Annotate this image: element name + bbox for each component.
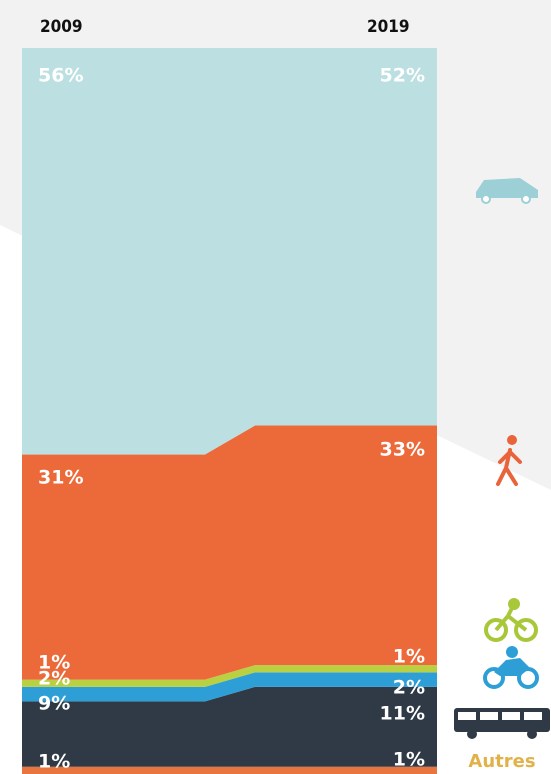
area-segment <box>22 48 205 455</box>
car-icon <box>476 178 538 204</box>
data-label: 1% <box>393 749 425 771</box>
data-label: 1% <box>38 652 70 674</box>
bike-icon <box>484 598 538 642</box>
moto-icon <box>483 646 539 689</box>
x-label: 2019 <box>367 17 410 37</box>
area-segment <box>22 686 205 702</box>
data-label: 9% <box>38 693 70 715</box>
area-segment <box>22 701 205 767</box>
data-label: 2% <box>393 677 425 699</box>
area-segment <box>255 686 437 767</box>
area-segment <box>255 766 437 774</box>
data-label: 1% <box>393 646 425 668</box>
data-label: 52% <box>380 65 425 87</box>
area-transition <box>205 425 255 680</box>
bus-icon <box>454 708 550 739</box>
area-segment <box>22 454 205 680</box>
area-transition <box>205 686 255 767</box>
data-label: 1% <box>38 751 70 773</box>
data-label: 56% <box>38 65 83 87</box>
area-transition <box>205 672 255 702</box>
data-label: 11% <box>380 703 425 725</box>
area-transition <box>205 766 255 774</box>
legend-label: Autres <box>468 751 535 772</box>
x-label: 2009 <box>40 17 83 37</box>
area-segment <box>22 679 205 687</box>
area-segment <box>22 766 205 774</box>
data-label: 2% <box>38 668 70 690</box>
area-segment <box>255 48 437 426</box>
area-segment <box>255 665 437 673</box>
area-transition <box>205 48 255 455</box>
data-label: 31% <box>38 467 83 489</box>
area-segment <box>255 425 437 666</box>
walk-icon <box>496 435 522 486</box>
area-segment <box>255 672 437 687</box>
area-transition <box>205 665 255 687</box>
data-label: 33% <box>380 439 425 461</box>
